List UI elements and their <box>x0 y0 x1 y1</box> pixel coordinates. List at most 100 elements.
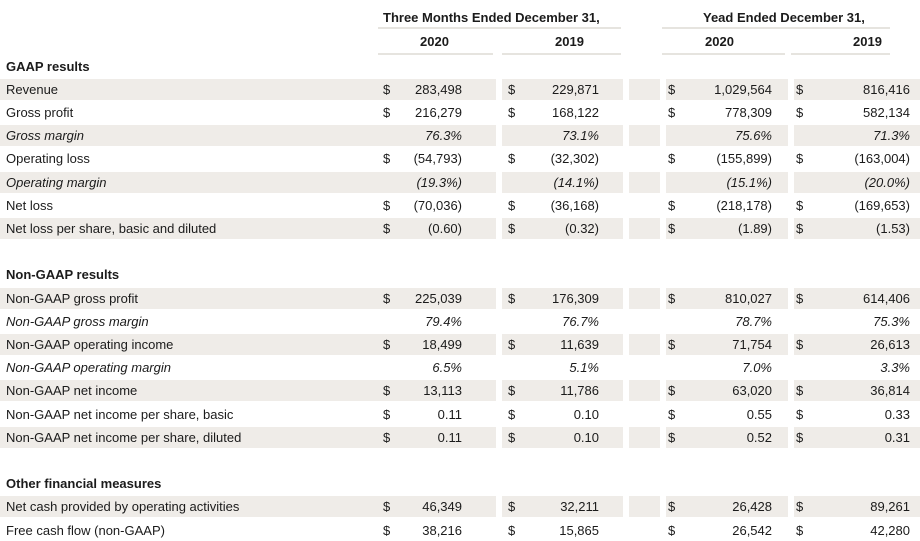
currency-symbol: $ <box>508 81 516 97</box>
currency-symbol: $ <box>508 522 516 538</box>
column-gap <box>788 496 794 518</box>
column-gap <box>660 125 666 147</box>
table-row: Net loss per share, basic and diluted $ (0… <box>0 217 920 239</box>
table-row: Gross profit $216,279 $168,122 $778,309 $582… <box>0 102 920 123</box>
column-gap <box>623 125 629 147</box>
value-cell: 0.11 <box>437 406 462 422</box>
value-cell: 63,020 <box>732 383 772 399</box>
value-cell: (169,653) <box>854 197 910 213</box>
row-label: Non-GAAP gross margin <box>6 313 149 329</box>
row-background <box>0 333 920 355</box>
currency-symbol: $ <box>508 336 516 352</box>
row-label: Net loss <box>6 197 53 213</box>
year-header-2019-y: 2019 <box>853 34 882 49</box>
currency-symbol: $ <box>668 406 676 422</box>
value-cell: 79.4% <box>425 313 462 329</box>
value-cell: 18,499 <box>422 336 462 352</box>
currency-symbol: $ <box>668 429 676 445</box>
value-cell: 32,211 <box>560 499 599 515</box>
value-cell: 1,029,564 <box>714 81 772 97</box>
value-cell: 225,039 <box>415 290 462 306</box>
value-cell: 229,871 <box>552 81 599 97</box>
header-rule-year-ended <box>662 27 890 29</box>
table-row: Operating margin (19.3%) (14.1%) (15.1%) (20… <box>0 171 920 193</box>
column-gap <box>623 333 629 355</box>
value-cell: 176,309 <box>552 290 599 306</box>
year-rule-2019-q <box>502 53 621 55</box>
row-label: Non-GAAP operating income <box>6 336 174 352</box>
row-label: Operating loss <box>6 151 90 167</box>
value-cell: 0.55 <box>746 406 772 422</box>
column-gap <box>496 380 502 402</box>
table-row: Non-GAAP net income per share, diluted $0… <box>0 426 920 448</box>
currency-symbol: $ <box>668 290 676 306</box>
value-cell: 816,416 <box>863 81 910 97</box>
currency-symbol: $ <box>796 383 804 399</box>
year-header-2020-y: 2020 <box>705 34 734 49</box>
column-gap <box>660 171 666 193</box>
row-spacer <box>0 241 920 262</box>
value-cell: 216,279 <box>415 104 462 120</box>
value-cell: (15.1%) <box>726 174 772 190</box>
value-cell: 0.52 <box>746 429 772 445</box>
currency-symbol: $ <box>668 197 676 213</box>
column-gap <box>660 426 666 448</box>
value-cell: (1.53) <box>876 220 910 236</box>
row-background <box>0 496 920 518</box>
section-heading-label: Non-GAAP results <box>6 267 120 283</box>
header-rule-three-months <box>378 27 621 29</box>
currency-symbol: $ <box>668 151 676 167</box>
value-cell: 0.10 <box>573 429 599 445</box>
currency-symbol: $ <box>383 499 391 515</box>
value-cell: 0.33 <box>884 406 910 422</box>
table-row: Non-GAAP gross profit $225,039 $176,309 $81… <box>0 287 920 309</box>
value-cell: (0.60) <box>428 220 462 236</box>
currency-symbol: $ <box>383 151 391 167</box>
currency-symbol: $ <box>796 429 804 445</box>
value-cell: 78.7% <box>735 313 772 329</box>
table-row: Non-GAAP gross margin 79.4% 76.7% 78.7% 75.3… <box>0 311 920 332</box>
currency-symbol: $ <box>508 499 516 515</box>
column-gap <box>496 125 502 147</box>
row-label: Non-GAAP net income per share, diluted <box>6 429 242 445</box>
value-cell: (1.89) <box>738 220 772 236</box>
currency-symbol: $ <box>508 220 516 236</box>
row-background <box>0 287 920 309</box>
value-cell: 46,349 <box>422 499 462 515</box>
row-label: Revenue <box>6 81 59 97</box>
row-label: Non-GAAP operating margin <box>6 360 171 376</box>
column-gap <box>660 380 666 402</box>
row-label: Operating margin <box>6 174 107 190</box>
row-label: Free cash flow (non-GAAP) <box>6 522 165 538</box>
section-heading-label: Other financial measures <box>6 476 162 492</box>
row-label: Net cash provided by operating activitie… <box>6 499 240 515</box>
value-cell: 168,122 <box>552 104 599 120</box>
value-cell: 36,814 <box>870 383 910 399</box>
row-label: Non-GAAP gross profit <box>6 290 138 306</box>
value-cell: 71,754 <box>732 336 772 352</box>
row-background <box>0 380 920 402</box>
currency-symbol: $ <box>383 383 391 399</box>
section-heading: Non-GAAP results <box>0 264 920 285</box>
value-cell: 26,613 <box>870 336 910 352</box>
currency-symbol: $ <box>668 336 676 352</box>
value-cell: (20.0%) <box>864 174 910 190</box>
value-cell: (14.1%) <box>553 174 599 190</box>
year-header-2020-q: 2020 <box>420 34 449 49</box>
row-label: Non-GAAP net income <box>6 383 138 399</box>
row-background <box>0 78 920 100</box>
table-row: Free cash flow (non-GAAP) $38,216 $15,865 $… <box>0 520 920 541</box>
value-cell: 75.3% <box>873 313 910 329</box>
currency-symbol: $ <box>508 406 516 422</box>
currency-symbol: $ <box>383 406 391 422</box>
value-cell: (218,178) <box>716 197 772 213</box>
currency-symbol: $ <box>796 336 804 352</box>
table-row: Gross margin 76.3% 73.1% 75.6% 71.3% <box>0 125 920 147</box>
column-gap <box>496 217 502 239</box>
value-cell: 5.1% <box>569 360 599 376</box>
column-gap <box>623 380 629 402</box>
row-label: Non-GAAP net income per share, basic <box>6 406 234 422</box>
column-gap <box>660 333 666 355</box>
currency-symbol: $ <box>383 336 391 352</box>
